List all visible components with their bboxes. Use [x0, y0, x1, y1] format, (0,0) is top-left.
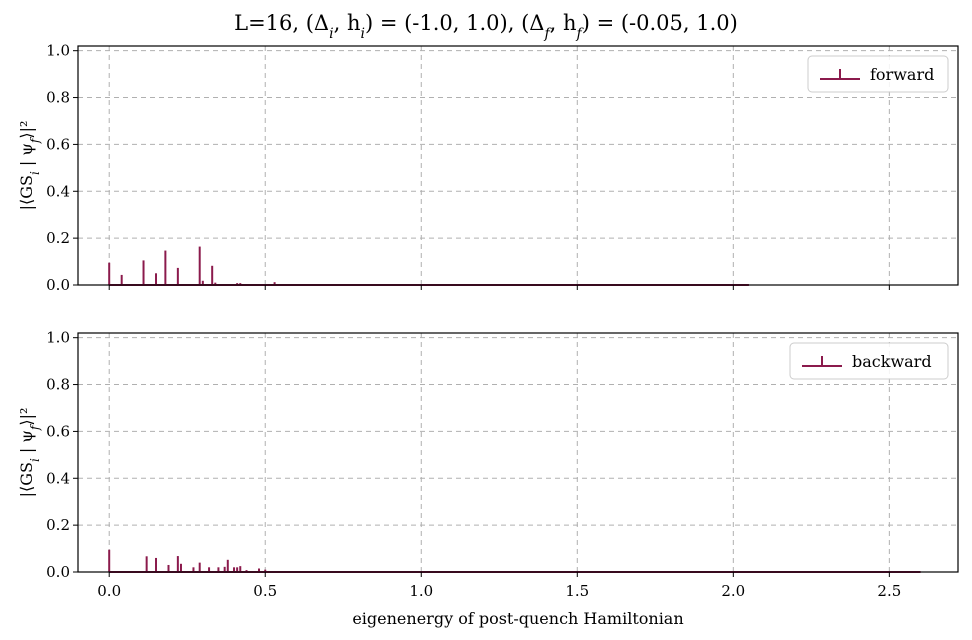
x-tick-label: 1.5 — [565, 582, 589, 600]
legend-box — [789, 342, 949, 380]
y-tick-label: 0.4 — [46, 182, 70, 200]
y-tick-label: 0.6 — [46, 135, 70, 153]
figure-title: L=16, (Δi, hi) = (-1.0, 1.0), (Δf, hf) =… — [234, 11, 738, 42]
y-tick-label: 0.2 — [46, 229, 70, 247]
x-tick-label: 0.5 — [253, 582, 277, 600]
y-tick-label: 1.0 — [46, 42, 70, 60]
y-tick-label: 0.2 — [46, 516, 70, 534]
axes-frame — [77, 45, 959, 286]
legend-label: backward — [852, 352, 932, 371]
x-axis-label: eigenenergy of post-quench Hamiltonian — [352, 609, 683, 628]
x-tick-label: 2.0 — [721, 582, 745, 600]
x-tick-label: 2.5 — [877, 582, 901, 600]
y-axis-label: |⟨GSi | ψf⟩|² — [17, 408, 42, 498]
y-tick-label: 1.0 — [46, 329, 70, 347]
panel-bottom: 0.0 0.2 0.4 0.6 0.8 1.0 0.0 0.5 1.0 1.5 2.0 2.5 |⟨GS… — [17, 329, 959, 628]
legend-box — [807, 55, 949, 93]
y-tick-label: 0.8 — [46, 376, 70, 394]
y-tick-label: 0.8 — [46, 89, 70, 107]
y-tick-label: 0.0 — [46, 563, 70, 581]
y-axis-label: |⟨GSi | ψf⟩|² — [17, 121, 42, 211]
x-tick-label: 0.0 — [97, 582, 121, 600]
axes-frame — [77, 332, 959, 573]
y-tick-label: 0.4 — [46, 469, 70, 487]
y-tick-label: 0.0 — [46, 276, 70, 294]
legend-label: forward — [870, 65, 934, 84]
x-tick-label: 1.0 — [409, 582, 433, 600]
panel-top: 0.0 0.2 0.4 0.6 0.8 1.0 |⟨GSi | ψf⟩|² forward — [17, 42, 959, 294]
y-tick-label: 0.6 — [46, 422, 70, 440]
